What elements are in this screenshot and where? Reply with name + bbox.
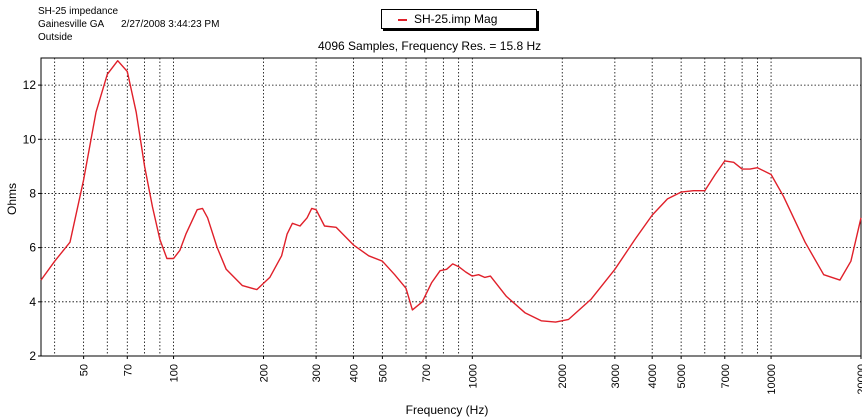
x-tick-label: 4000 [647,364,659,388]
legend: SH-25.imp Mag [381,9,537,29]
x-tick-label: 20000 [856,364,862,395]
x-tick-label: 200 [258,364,270,382]
x-tick-label: 10000 [766,364,778,395]
header-timestamp: 2/27/2008 3:44:23 PM [121,19,220,30]
y-tick-label: 4 [29,295,36,309]
x-tick-label: 7000 [720,364,732,388]
x-tick-label: 300 [311,364,323,382]
x-tick-label: 50 [79,364,91,376]
y-tick-label: 2 [29,349,36,363]
x-tick-label: 700 [421,364,433,382]
y-axis-ticks: 2 4 6 8 10 12 [23,78,41,363]
legend-swatch [398,19,407,21]
x-tick-label: 500 [377,364,389,382]
chart-subtitle: 4096 Samples, Frequency Res. = 15.8 Hz [318,39,542,53]
x-tick-label: 1000 [467,364,479,388]
header-title: SH-25 impedance [38,6,119,17]
y-axis-label: Ohms [5,183,19,215]
header-location: Gainesville GA [38,19,105,30]
grid-lines [41,58,861,356]
x-tick-label: 5000 [676,364,688,388]
x-tick-label: 2000 [557,364,569,388]
y-tick-label: 6 [29,241,36,255]
x-tick-label: 3000 [610,364,622,388]
y-tick-label: 8 [29,186,36,200]
plot-frame [40,57,862,357]
legend-label: SH-25.imp Mag [414,12,498,26]
series-layer [40,60,862,323]
series-line [40,60,862,323]
x-axis-label: Frequency (Hz) [406,403,489,417]
x-tick-label: 100 [169,364,181,382]
x-tick-label: 70 [122,364,134,376]
y-tick-label: 12 [23,78,37,92]
header-condition: Outside [38,32,73,43]
y-tick-label: 10 [23,132,37,146]
x-axis-ticks: 50 70 100 200 300 400 500 700 1000 2000 3000 4000 50… [79,356,862,395]
x-tick-label: 400 [348,364,360,382]
